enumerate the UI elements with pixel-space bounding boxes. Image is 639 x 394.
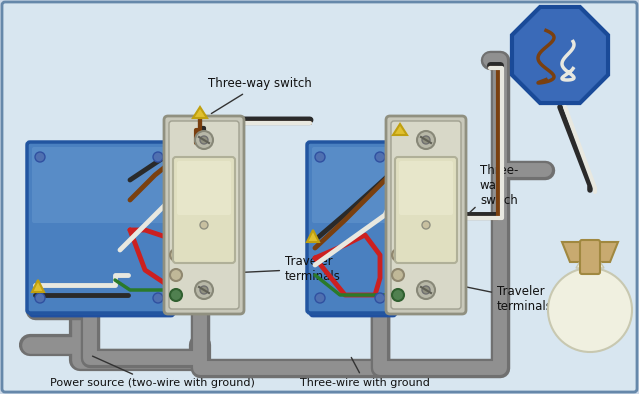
Polygon shape xyxy=(512,7,608,103)
Text: Three-wire with ground: Three-wire with ground xyxy=(300,357,430,388)
Circle shape xyxy=(422,221,430,229)
Circle shape xyxy=(392,269,404,281)
Polygon shape xyxy=(393,124,407,135)
FancyBboxPatch shape xyxy=(27,142,171,313)
FancyBboxPatch shape xyxy=(399,161,453,215)
Text: Traveler
terminals: Traveler terminals xyxy=(189,255,341,283)
Circle shape xyxy=(422,286,430,294)
FancyBboxPatch shape xyxy=(30,145,174,316)
FancyBboxPatch shape xyxy=(169,121,239,309)
Circle shape xyxy=(548,268,632,352)
Circle shape xyxy=(392,249,404,261)
Circle shape xyxy=(315,293,325,303)
Circle shape xyxy=(375,152,385,162)
Circle shape xyxy=(200,136,208,144)
Circle shape xyxy=(200,286,208,294)
Circle shape xyxy=(35,152,45,162)
FancyBboxPatch shape xyxy=(307,142,393,313)
Circle shape xyxy=(195,131,213,149)
Circle shape xyxy=(375,293,385,303)
Text: Three-way switch: Three-way switch xyxy=(208,77,312,113)
Circle shape xyxy=(392,289,404,301)
FancyBboxPatch shape xyxy=(177,161,231,215)
Circle shape xyxy=(35,293,45,303)
FancyBboxPatch shape xyxy=(312,147,388,223)
Polygon shape xyxy=(32,280,44,292)
FancyBboxPatch shape xyxy=(164,116,244,314)
Circle shape xyxy=(195,281,213,299)
Circle shape xyxy=(170,249,182,261)
Circle shape xyxy=(170,269,182,281)
FancyBboxPatch shape xyxy=(386,116,466,314)
Polygon shape xyxy=(307,230,319,242)
Polygon shape xyxy=(193,107,207,118)
Circle shape xyxy=(153,293,163,303)
FancyBboxPatch shape xyxy=(32,147,166,223)
FancyBboxPatch shape xyxy=(391,121,461,309)
Text: Power source (two-wire with ground): Power source (two-wire with ground) xyxy=(50,356,255,388)
FancyBboxPatch shape xyxy=(310,145,396,316)
Circle shape xyxy=(153,152,163,162)
Circle shape xyxy=(200,221,208,229)
Circle shape xyxy=(417,131,435,149)
Text: Three-
way
switch: Three- way switch xyxy=(469,164,518,213)
Text: Traveler
terminals: Traveler terminals xyxy=(411,275,553,313)
FancyBboxPatch shape xyxy=(580,240,600,274)
Circle shape xyxy=(417,281,435,299)
Polygon shape xyxy=(576,258,604,268)
FancyBboxPatch shape xyxy=(395,157,457,263)
FancyBboxPatch shape xyxy=(173,157,235,263)
Circle shape xyxy=(170,289,182,301)
Circle shape xyxy=(422,136,430,144)
Polygon shape xyxy=(562,242,618,262)
Circle shape xyxy=(315,152,325,162)
